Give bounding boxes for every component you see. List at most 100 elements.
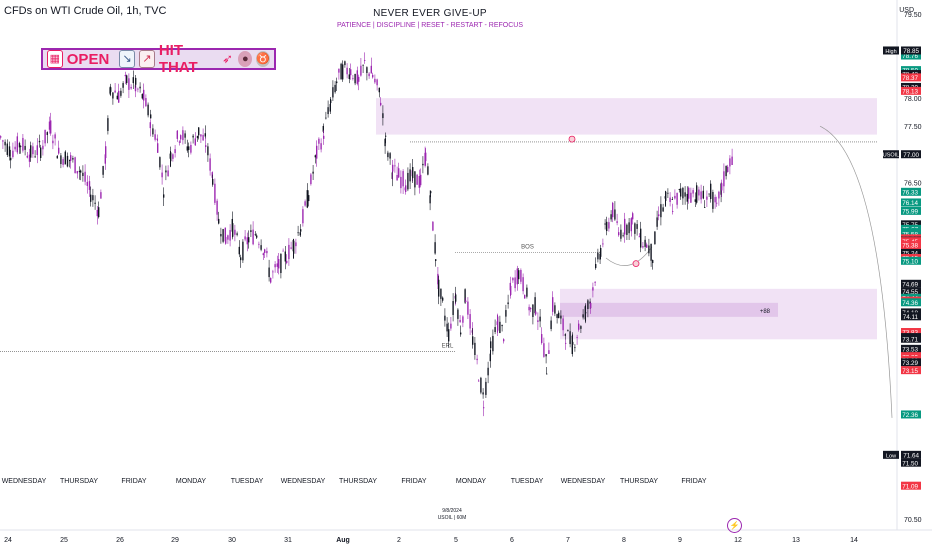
candle-body (405, 185, 407, 192)
candle-body (420, 174, 422, 186)
candle-body (141, 94, 143, 99)
candle-body (134, 85, 137, 92)
price-label-box (901, 279, 921, 288)
bear-icon: ● (238, 51, 253, 67)
candle-body (450, 323, 452, 329)
price-label-box (901, 187, 921, 196)
candle-body (40, 147, 42, 158)
candle-body (686, 193, 688, 202)
candle-body (608, 222, 610, 229)
candle-body (56, 155, 58, 159)
zone-box (376, 98, 877, 135)
candle-body (446, 323, 448, 332)
candle-body (648, 245, 650, 254)
candle-body (284, 251, 286, 262)
candle-body (22, 137, 24, 151)
candle-body (522, 277, 524, 292)
candle-body (139, 86, 141, 89)
candle-body (672, 211, 674, 212)
bull-icon: ♉ (256, 51, 270, 67)
price-label: 74.69 (902, 281, 918, 288)
candle-body (376, 79, 378, 86)
candle-body (462, 316, 464, 323)
candle-body (532, 304, 534, 317)
candle-body (122, 83, 124, 88)
price-label: 74.11 (903, 314, 919, 321)
candle-body (154, 134, 156, 140)
open-banner: ▦ OPEN ↘ ↗ HIT THAT ➶ ● ♉ (41, 42, 276, 76)
candle-body (565, 342, 567, 344)
price-label-box (901, 481, 921, 490)
date-label: 9 (678, 537, 682, 544)
candle-body (612, 202, 614, 218)
day-label: FRIDAY (681, 478, 707, 485)
candle-body (580, 326, 582, 329)
day-label: TUESDAY (230, 478, 264, 485)
candle-body (300, 229, 302, 232)
candle-body (137, 88, 139, 90)
candle-body (444, 315, 446, 321)
lightning-icon[interactable]: ⚡ (727, 518, 742, 533)
price-label-box (901, 220, 921, 229)
candle-body (539, 316, 541, 322)
candle-body (116, 95, 118, 100)
signal-marker (568, 135, 576, 143)
price-axis[interactable]: 79.50 78.00 77.50 76.50 70.50 (0, 0, 932, 531)
candle-body (143, 89, 145, 101)
candle-body (524, 294, 526, 299)
candle-body (690, 192, 692, 203)
candle-body (82, 172, 84, 177)
candle-body (368, 73, 370, 77)
candle-body (293, 240, 295, 254)
candle-body (262, 253, 264, 256)
day-label: WEDNESDAY (280, 478, 326, 485)
candle-body (505, 310, 507, 317)
candle-body (58, 147, 60, 154)
price-label-box (901, 256, 921, 265)
candle-body (174, 149, 176, 154)
candle-body (150, 114, 152, 119)
candle-body (548, 350, 550, 354)
candle-body (2, 140, 4, 142)
candle-body (222, 229, 224, 242)
candle-body (656, 217, 658, 227)
tag-name-box (883, 46, 899, 55)
candle-body (537, 320, 539, 323)
candle-body (26, 155, 28, 158)
candle-body (382, 113, 384, 119)
currency-label[interactable]: USD (899, 7, 914, 14)
candle-body (340, 63, 342, 80)
candle-body (280, 253, 282, 274)
candle-body (147, 104, 149, 116)
candle-body (90, 194, 92, 202)
symbol-title[interactable]: CFDs on WTI Crude Oil, 1h, TVC (4, 5, 167, 17)
price-label-box (901, 198, 921, 207)
candle-body (578, 323, 580, 330)
candle-body (554, 305, 556, 314)
candle-body (556, 314, 558, 318)
candle-body (618, 232, 620, 236)
candle-body (216, 200, 218, 215)
candle-body (520, 270, 522, 282)
candle-body (346, 67, 348, 75)
candle-body (706, 196, 708, 200)
candle-body (487, 367, 489, 376)
candle-body (30, 145, 32, 158)
candle-body (240, 257, 242, 261)
price-label-box (901, 312, 921, 321)
candle-body (209, 158, 211, 171)
candle-body (264, 249, 266, 253)
candle-body (526, 287, 528, 297)
candle-body (678, 189, 680, 191)
candle-body (14, 146, 16, 150)
y-tick-label: 76.50 (904, 180, 922, 187)
candle-body (501, 324, 503, 327)
candle-body (628, 222, 630, 234)
candle-body (70, 155, 72, 161)
candle-body (248, 237, 250, 243)
chart-up-icon: ↗ (139, 50, 155, 68)
candle-body (427, 166, 429, 175)
candle-body (640, 228, 642, 248)
candle-body (455, 294, 457, 302)
